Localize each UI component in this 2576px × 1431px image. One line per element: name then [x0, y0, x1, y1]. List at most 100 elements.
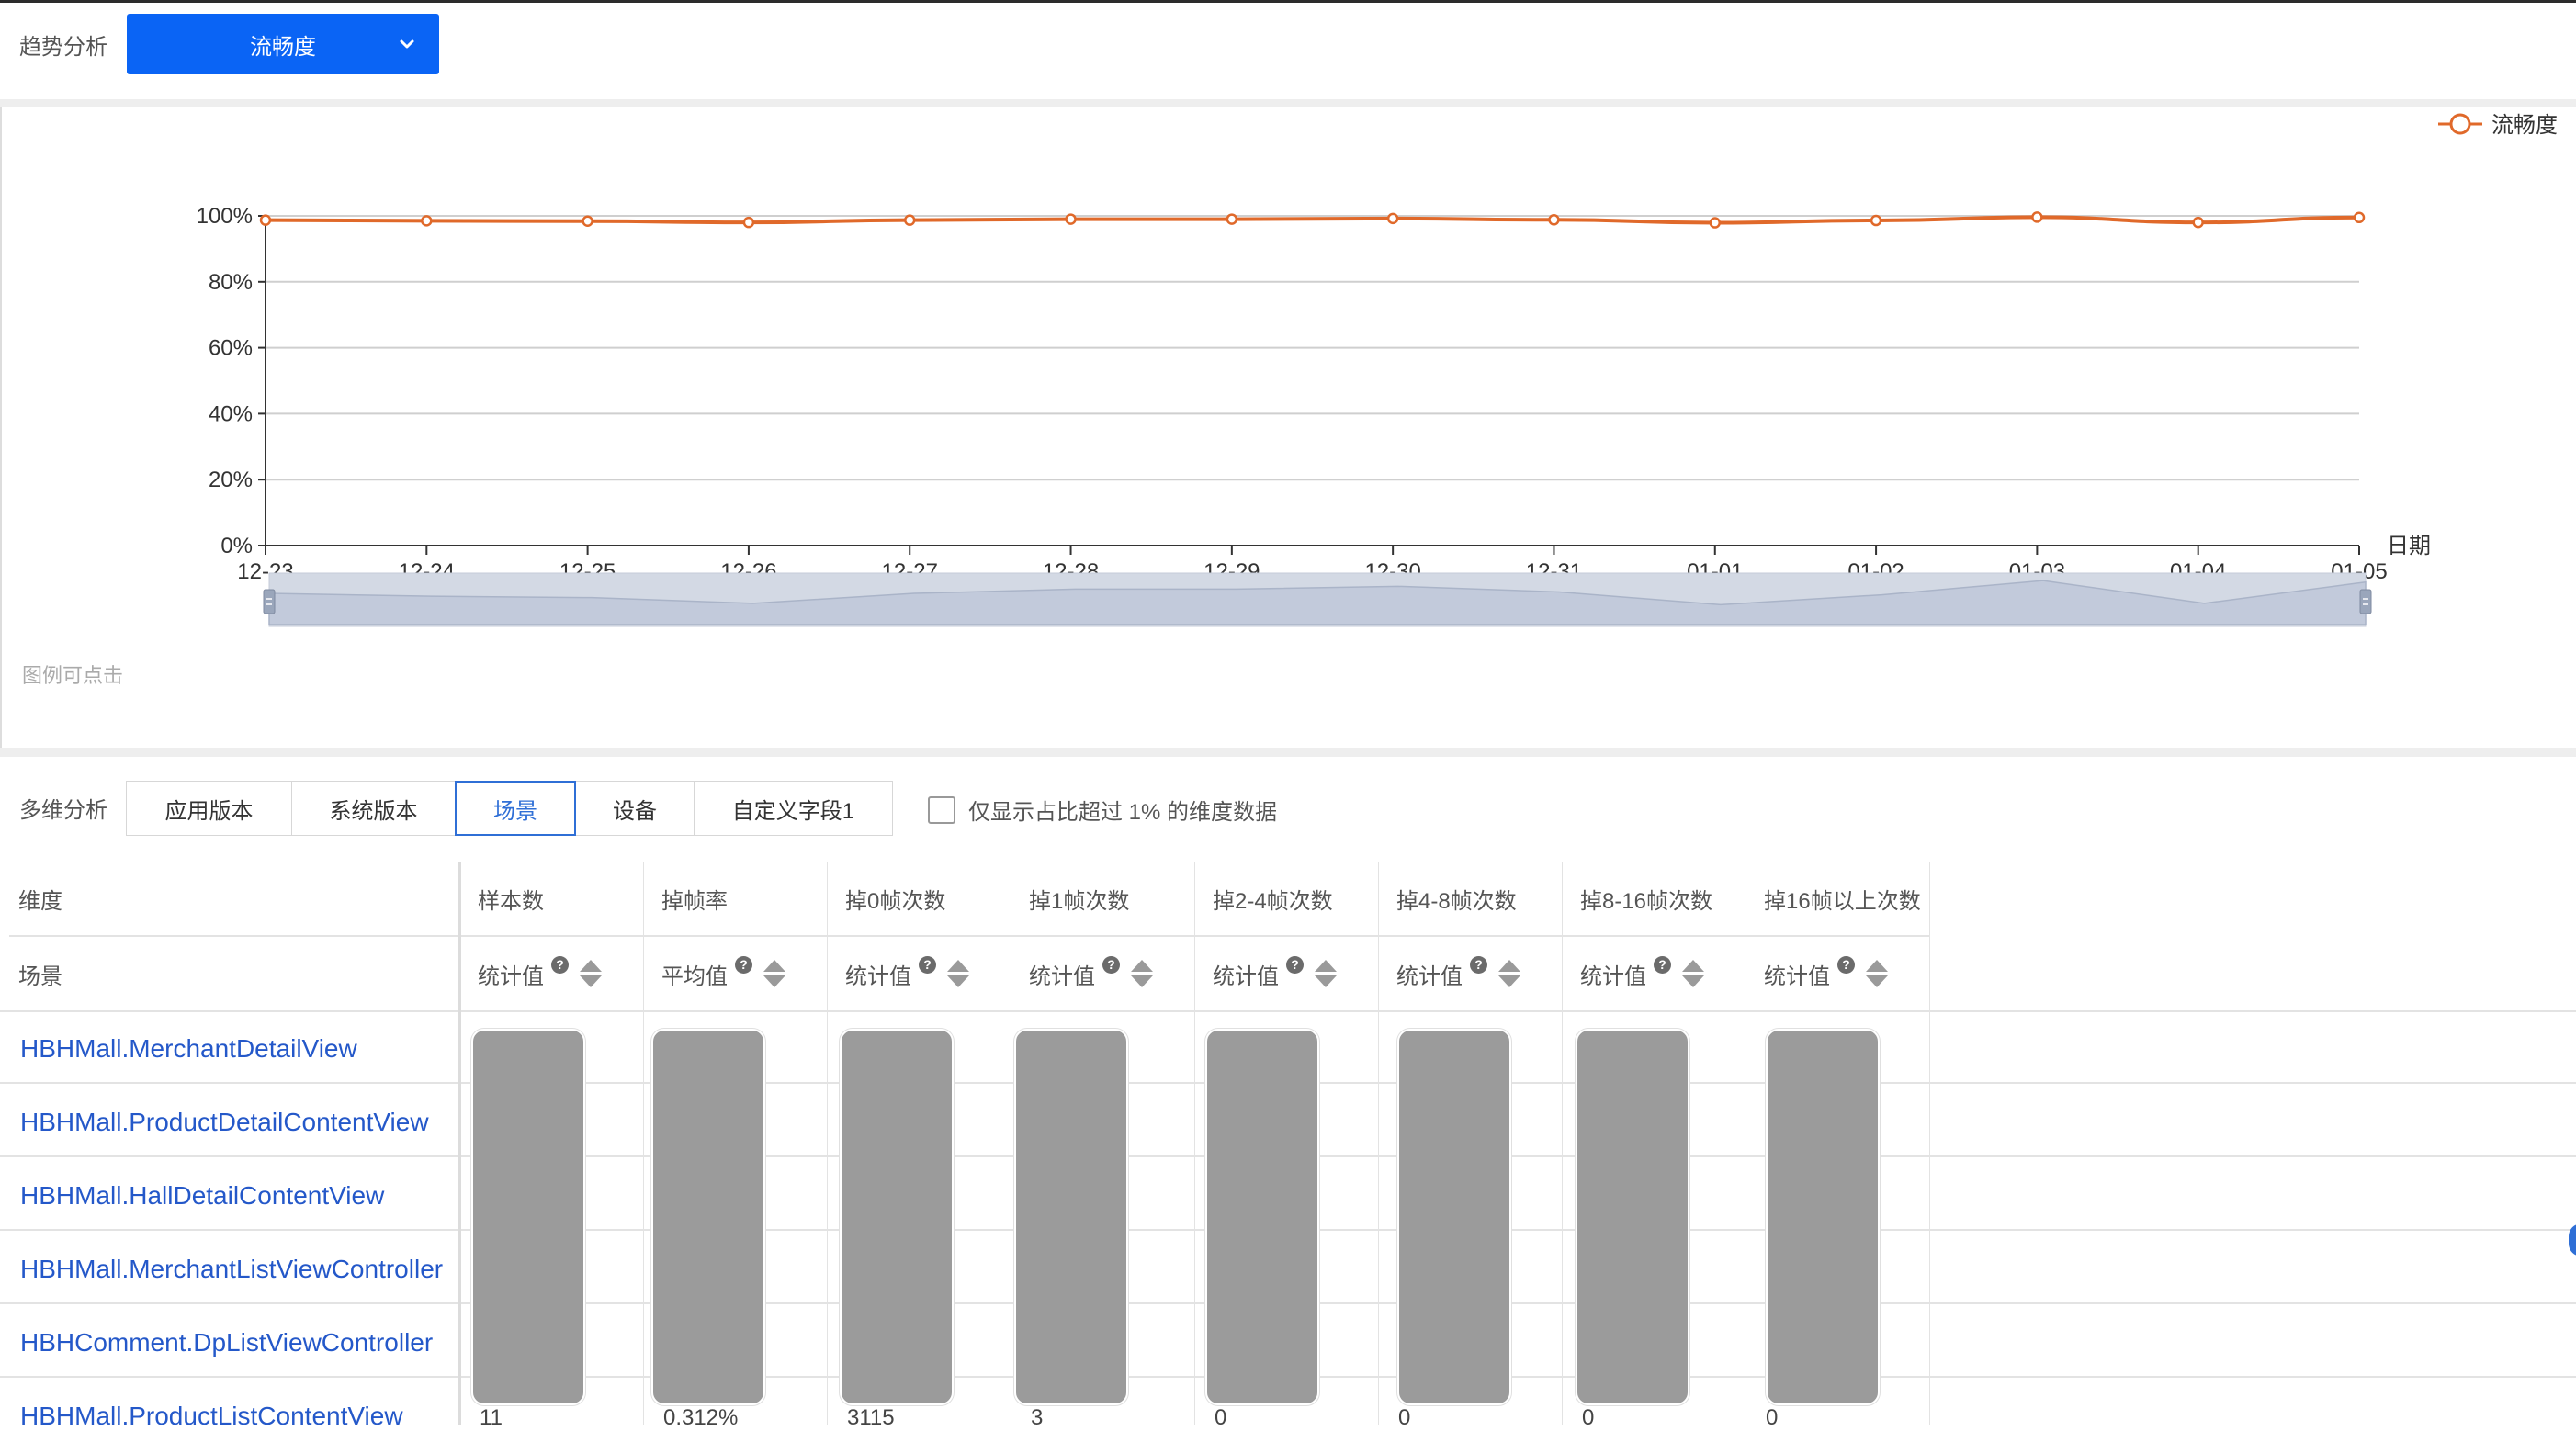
- subheader-label: 统计值: [1764, 963, 1830, 989]
- sort-icon[interactable]: [1315, 958, 1337, 989]
- subheader-drop-rate[interactable]: 平均值 ?: [643, 937, 827, 1010]
- legend-marker: [2449, 113, 2471, 135]
- tab-system-version[interactable]: 系统版本: [291, 781, 456, 836]
- help-icon[interactable]: ?: [1837, 955, 1855, 974]
- table-column-divider: [1378, 862, 1379, 1425]
- subheader-samples[interactable]: 统计值 ?: [459, 937, 643, 1010]
- dimension-table: 维度 样本数 掉帧率 掉0帧次数 掉1帧次数 掉2-4帧次数 掉4-8帧次数 掉…: [0, 862, 2576, 1430]
- redaction-block: [1766, 1029, 1880, 1405]
- data-point: [2192, 216, 2204, 229]
- sort-icon[interactable]: [580, 958, 602, 989]
- dimension-tabs: 应用版本 系统版本 场景 设备 自定义字段1: [126, 781, 893, 836]
- data-zoom-handle[interactable]: [263, 589, 276, 614]
- trend-analysis-label: 趋势分析: [19, 35, 107, 60]
- help-icon[interactable]: ?: [551, 955, 569, 974]
- subheader-drop1[interactable]: 统计值 ?: [1011, 937, 1194, 1010]
- data-point: [582, 215, 593, 227]
- redaction-block: [1397, 1029, 1511, 1405]
- cell-value: 3: [1031, 1405, 1044, 1430]
- subheader-drop2-4[interactable]: 统计值 ?: [1194, 937, 1378, 1010]
- col-header-drop0: 掉0帧次数: [845, 888, 946, 914]
- legend-click-hint: 图例可点击: [22, 664, 124, 687]
- help-icon[interactable]: ?: [919, 955, 936, 974]
- redaction-block: [1576, 1029, 1689, 1405]
- data-point: [1709, 217, 1722, 229]
- cell-value: 0: [1582, 1405, 1595, 1430]
- data-point: [259, 214, 272, 226]
- legend-label: 流畅度: [2491, 113, 2558, 138]
- col-header-drop4-8: 掉4-8帧次数: [1396, 888, 1517, 914]
- metric-select-value: 流畅度: [250, 34, 316, 60]
- share-filter-checkbox[interactable]: [928, 795, 955, 824]
- redaction-block: [651, 1029, 765, 1405]
- data-zoom-handle[interactable]: [2359, 589, 2372, 614]
- y-tick-label: 20%: [209, 468, 253, 492]
- subheader-label: 统计值: [1580, 963, 1646, 989]
- col-header-drop1: 掉1帧次数: [1029, 888, 1130, 914]
- data-point: [2031, 211, 2043, 223]
- sort-icon[interactable]: [1866, 958, 1888, 989]
- col-header-drop8-16: 掉8-16帧次数: [1580, 888, 1713, 914]
- sort-icon[interactable]: [763, 958, 785, 989]
- subheader-label: 平均值: [661, 963, 728, 989]
- subheader-label: 统计值: [1213, 963, 1279, 989]
- cell-value: 11: [480, 1405, 503, 1430]
- series-line: [265, 215, 2360, 225]
- y-tick-label: 40%: [209, 401, 253, 426]
- scene-link[interactable]: HBHMall.ProductDetailContentView: [20, 1108, 429, 1136]
- trend-line-chart: 0%20%40%60%80%100%12-23 12-24 12-25 12-26 12…: [197, 113, 2558, 627]
- share-filter[interactable]: 仅显示占比超过 1% 的维度数据: [928, 794, 1277, 826]
- section-divider: [0, 99, 2576, 107]
- data-point: [421, 215, 433, 227]
- data-point: [903, 214, 916, 226]
- help-icon[interactable]: ?: [1470, 955, 1487, 974]
- col-header-samples: 样本数: [478, 888, 544, 914]
- data-point: [1870, 214, 1882, 227]
- subheader-drop16plus[interactable]: 统计值 ?: [1746, 937, 1929, 1010]
- metric-select[interactable]: 流畅度: [127, 14, 439, 74]
- window-top-border: [0, 0, 2576, 3]
- cell-value: 0: [1766, 1405, 1779, 1430]
- table-column-divider: [1194, 862, 1195, 1425]
- col-header-drop2-4: 掉2-4帧次数: [1213, 888, 1333, 914]
- scene-link[interactable]: HBHMall.HallDetailContentView: [20, 1181, 385, 1210]
- tab-custom-field-1[interactable]: 自定义字段1: [694, 781, 893, 836]
- help-icon[interactable]: ?: [1654, 955, 1671, 974]
- share-filter-label: 仅显示占比超过 1% 的维度数据: [968, 800, 1278, 825]
- subheader-drop0[interactable]: 统计值 ?: [827, 937, 1011, 1010]
- trend-chart-panel: 0% 20% 40% 60% 80% 100% 12-23 12-24 12-25 12-26 12…: [0, 107, 2576, 748]
- tab-scene[interactable]: 场景: [455, 781, 576, 836]
- scene-link[interactable]: HBHMall.MerchantDetailView: [20, 1034, 357, 1063]
- sort-icon[interactable]: [947, 958, 969, 989]
- sort-icon[interactable]: [1131, 958, 1153, 989]
- cell-value: 3115: [847, 1405, 895, 1430]
- scene-link[interactable]: HBHComment.DpListViewController: [20, 1328, 434, 1357]
- cell-value: 0: [1215, 1405, 1227, 1430]
- tab-device[interactable]: 设备: [575, 781, 695, 836]
- sort-icon[interactable]: [1498, 958, 1520, 989]
- data-point: [1386, 212, 1399, 225]
- floating-help-button[interactable]: [2569, 1223, 2576, 1256]
- subheader-drop8-16[interactable]: 统计值 ?: [1562, 937, 1746, 1010]
- subheader-scene: 场景: [18, 963, 62, 989]
- scene-link[interactable]: HBHMall.ProductListContentView: [20, 1402, 403, 1430]
- sort-icon[interactable]: [1682, 958, 1704, 989]
- trend-analysis-header: 趋势分析 流畅度: [0, 3, 2576, 99]
- multidim-analysis-label: 多维分析: [19, 798, 107, 823]
- y-tick-label: 100%: [197, 204, 253, 229]
- subheader-drop4-8[interactable]: 统计值 ?: [1378, 937, 1562, 1010]
- table-divider: [9, 935, 1929, 937]
- x-axis-title: 日期: [2387, 534, 2431, 558]
- cell-value: 0: [1398, 1405, 1411, 1430]
- help-icon[interactable]: ?: [735, 955, 752, 974]
- scene-link[interactable]: HBHMall.MerchantListViewController: [20, 1255, 444, 1283]
- col-header-drop-rate: 掉帧率: [661, 888, 728, 914]
- redaction-block: [840, 1029, 954, 1405]
- redaction-block: [1014, 1029, 1128, 1405]
- data-zoom-preview: [268, 580, 2367, 625]
- tab-app-version[interactable]: 应用版本: [126, 781, 292, 836]
- y-tick-label: 0%: [220, 534, 253, 558]
- help-icon[interactable]: ?: [1286, 955, 1304, 974]
- help-icon[interactable]: ?: [1102, 955, 1120, 974]
- col-header-dimension: 维度: [18, 888, 62, 914]
